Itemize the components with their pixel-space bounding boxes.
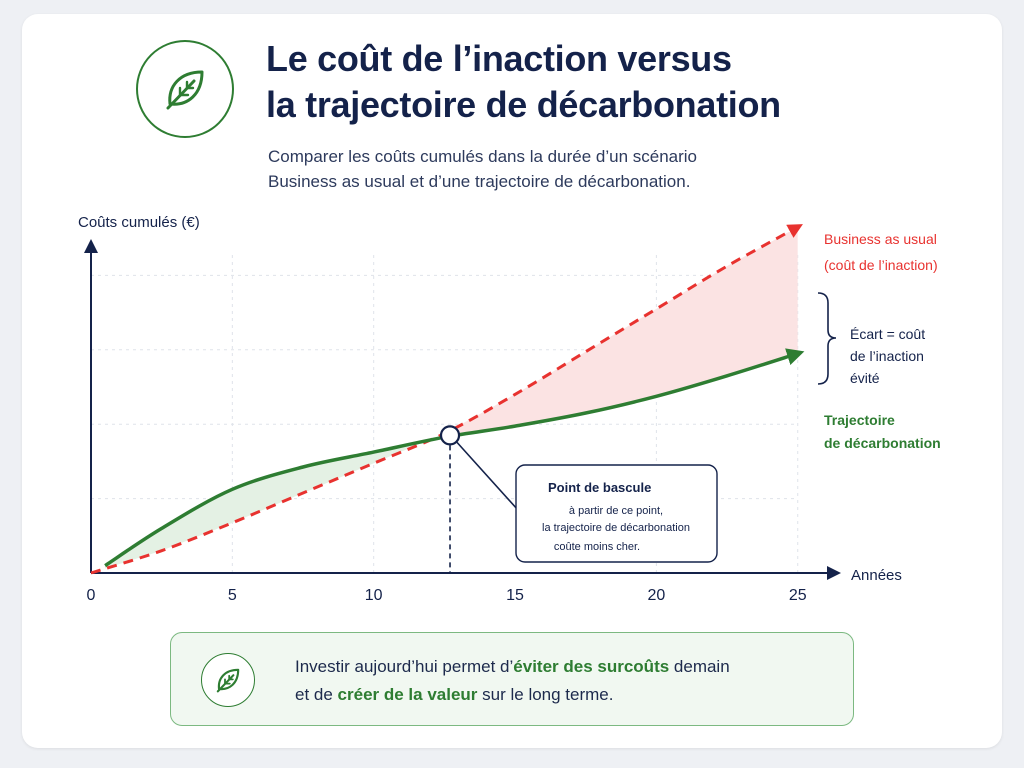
crossover-leader-line (456, 441, 519, 511)
x-tick-label: 10 (365, 587, 383, 604)
x-tick-label: 25 (789, 587, 807, 604)
legend-decarbonation-word-2: de décarbonation (824, 435, 941, 451)
series-business-as-usual-line (90, 224, 803, 575)
page-subtitle: Comparer les coûts cumulés dans la durée… (268, 144, 697, 194)
ecart-label-1: Écart = coût (850, 326, 925, 342)
bascule-annotation: Point de bascule à partir de ce point, l… (515, 464, 718, 563)
callout-highlight-2: créer de la valeur (337, 685, 478, 704)
legend-bau-name: Business as usual (824, 231, 937, 247)
page-title: Le coût de l’inaction versus la trajecto… (266, 36, 781, 128)
gap-fill-green (105, 430, 450, 569)
leaf-icon (216, 668, 240, 693)
bascule-text-3: coûte moins cher. (554, 541, 640, 553)
callout-text: Investir aujourd’hui permet d’éviter des… (295, 653, 730, 709)
bascule-text-2: la trajectoire de décarbonation (542, 522, 690, 534)
ecart-brace (817, 292, 837, 385)
callout-box: Investir aujourd’hui permet d’éviter des… (170, 632, 854, 726)
subtitle-line-2: Business as usual et d’une trajectoire d… (268, 172, 691, 191)
gap-fill-red (450, 227, 798, 437)
bascule-title: Point de bascule (548, 480, 651, 495)
y-axis-label: Coûts cumulés (€) (78, 214, 200, 231)
legend-decarbonation-line-1: Trajectoire (824, 412, 895, 428)
legend-decarbonation-line-2: de décarbonation (824, 435, 941, 451)
x-tick-label: 20 (647, 587, 665, 604)
bascule-box (515, 464, 718, 563)
callout-logo (201, 653, 255, 707)
callout-text-part-2: demain (669, 657, 730, 676)
callout-text-part-1: Investir aujourd’hui permet d’ (295, 657, 514, 676)
title-line-2: la trajectoire de décarbonation (266, 84, 781, 125)
legend-decarbonation-word-1: Trajectoire (824, 412, 895, 428)
callout-text-part-4: sur le long terme. (477, 685, 614, 704)
x-tick-label: 15 (506, 587, 524, 604)
title-line-1: Le coût de l’inaction versus (266, 38, 732, 79)
crossover-point (439, 425, 461, 446)
ecart-label-3: évité (850, 370, 880, 386)
x-tick-label: 0 (87, 587, 96, 604)
bascule-text-1: à partir de ce point, (569, 505, 663, 517)
leaf-icon (166, 70, 204, 110)
subtitle-line-1: Comparer les coûts cumulés dans la durée… (268, 147, 698, 166)
x-axis-label: Années (851, 567, 902, 584)
callout-text-part-3: et de (295, 685, 338, 704)
ecart-label-2: de l’inaction (850, 348, 924, 364)
header-logo (136, 40, 234, 138)
x-tick-labels: 0 5 10 15 20 25 (87, 587, 807, 604)
callout-highlight-1: éviter des surcoûts (513, 657, 670, 676)
x-tick-label: 5 (228, 587, 237, 604)
legend-bau-sublabel: (coût de l’inaction) (824, 257, 938, 273)
